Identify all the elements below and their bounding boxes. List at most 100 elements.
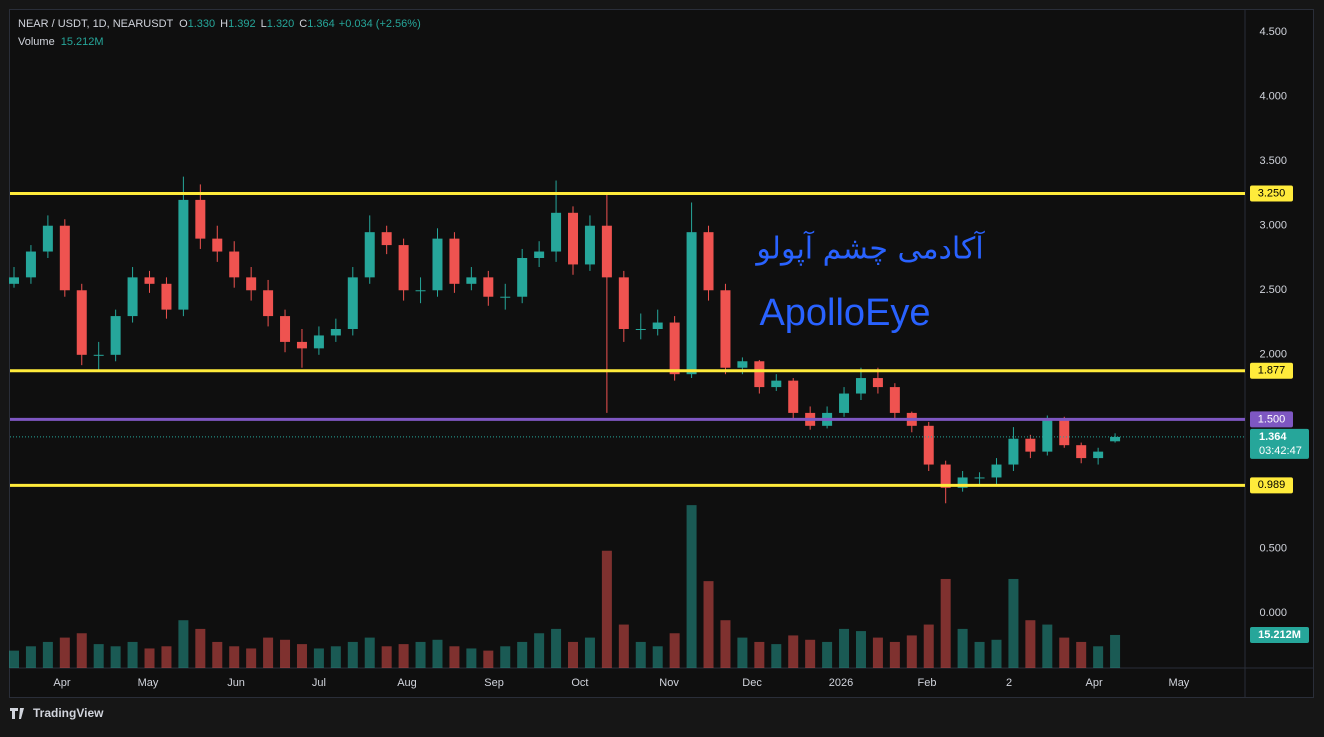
y-tick-label: 2.500	[1259, 284, 1287, 296]
volume-bar	[601, 550, 612, 668]
candle-body	[771, 380, 782, 388]
candle-body	[517, 257, 528, 297]
candle-body	[483, 277, 494, 297]
volume-bar	[584, 637, 595, 668]
volume-bar	[635, 641, 646, 668]
volume-bar	[788, 635, 799, 668]
volume-bar	[466, 648, 477, 668]
volume-bar	[686, 505, 697, 668]
candle-body	[127, 277, 138, 317]
volume-bar	[364, 637, 375, 668]
field-key: H	[220, 18, 228, 30]
level-tag	[1250, 185, 1293, 202]
volume-bar	[483, 650, 494, 668]
candle-body	[93, 354, 104, 356]
volume-bar	[1110, 634, 1121, 668]
field-key: L	[261, 18, 267, 30]
volume-bar	[347, 641, 358, 668]
level-tag-label: 1.500	[1258, 413, 1286, 425]
candle-body	[601, 225, 612, 278]
field-value: 1.392	[228, 18, 256, 30]
y-tick-label: 0.000	[1259, 607, 1287, 619]
candle-body	[889, 387, 900, 413]
candle-body	[415, 290, 426, 292]
candle-body	[8, 277, 19, 284]
candle-body	[1025, 438, 1036, 452]
volume-bar	[906, 635, 917, 668]
y-tick-label: 3.500	[1259, 155, 1287, 167]
volume-bar	[652, 646, 663, 668]
candle-body	[449, 238, 460, 284]
candle-body	[737, 361, 748, 368]
candle-body	[381, 232, 392, 246]
x-tick-label: Feb	[918, 677, 937, 689]
volume-bar	[517, 641, 528, 668]
volume-bar	[1059, 637, 1070, 668]
volume-bar	[330, 646, 341, 668]
brand-logo	[10, 708, 24, 719]
level-tag-label: 1.877	[1258, 365, 1286, 377]
level-tag	[1250, 362, 1293, 379]
field-key: O	[179, 18, 188, 30]
change: +0.034 (+2.56%)	[339, 18, 421, 30]
volume-bar	[500, 646, 511, 668]
candle-body	[652, 322, 663, 329]
volume-bar	[280, 639, 291, 668]
candle-body	[923, 425, 934, 465]
volume-bar	[940, 578, 951, 668]
volume-bar	[313, 648, 324, 668]
volume-bar	[42, 641, 53, 668]
volume-bar	[449, 646, 460, 668]
volume-bar	[754, 641, 765, 668]
x-tick-label: May	[138, 677, 159, 689]
candle-body	[584, 225, 595, 265]
volume-bar	[974, 641, 985, 668]
x-tick-label: Apr	[1086, 677, 1103, 689]
x-tick-label: Nov	[659, 677, 679, 689]
x-tick-label: Jul	[312, 677, 326, 689]
x-tick-label: Dec	[742, 677, 762, 689]
volume-header: Volume 15.212M	[18, 36, 104, 48]
volume-bar	[1008, 578, 1019, 668]
volume-bar	[432, 639, 443, 668]
x-tick-label: Sep	[484, 677, 504, 689]
symbol: NEAR / USDT, 1D, NEARUSDT	[18, 18, 174, 30]
header-line: NEAR / USDT, 1D, NEARUSDT O1.330 H1.392 L1.…	[18, 18, 421, 30]
candle-body	[144, 277, 155, 284]
volume-bar	[1042, 624, 1053, 668]
x-tick-label: 2026	[829, 677, 853, 689]
brand: TradingView	[33, 706, 104, 720]
candle-body	[618, 277, 629, 329]
candle-body	[991, 464, 1002, 478]
candle-body	[466, 277, 477, 284]
candle-body	[1008, 438, 1019, 465]
candle-body	[296, 341, 307, 349]
volume-tag-label: 15.212M	[1258, 629, 1301, 641]
candle-body	[788, 380, 799, 413]
candle-body	[686, 232, 697, 375]
volume-tag	[1250, 626, 1309, 643]
level-tag-label: 3.250	[1258, 187, 1286, 199]
candle-body	[161, 283, 172, 310]
volume-bar	[923, 624, 934, 668]
field-value: 1.330	[188, 18, 216, 30]
volume-bar	[415, 641, 426, 668]
candle-body	[313, 335, 324, 349]
volume-bar	[1093, 646, 1104, 668]
volume-bar	[76, 633, 87, 668]
volume-bar	[25, 646, 36, 668]
y-tick-label: 0.500	[1259, 542, 1287, 554]
volume-bar	[381, 646, 392, 668]
y-tick-label: 4.500	[1259, 26, 1287, 38]
volume-bar	[178, 620, 189, 668]
candle-body	[500, 296, 511, 298]
volume-bar	[839, 628, 850, 668]
volume-bar	[534, 633, 545, 668]
candle-body	[974, 477, 985, 479]
volume-layer	[8, 505, 1121, 668]
volume-bar	[720, 620, 731, 668]
level-tag-label: 0.989	[1258, 479, 1286, 491]
volume-bar	[144, 648, 155, 668]
candle-body	[551, 212, 562, 252]
